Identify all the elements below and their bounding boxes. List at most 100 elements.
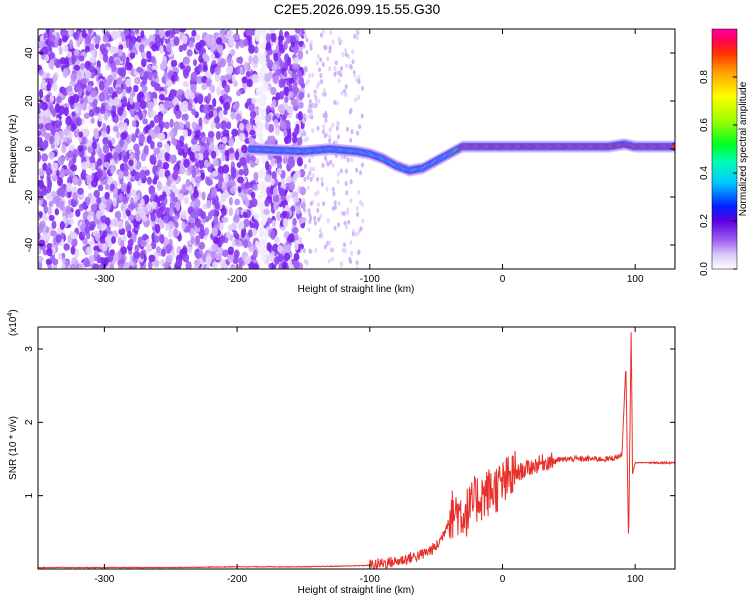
heatmap-noise-cell	[266, 242, 272, 252]
heatmap-noise-cell	[58, 46, 63, 55]
heatmap-noise-cell	[172, 171, 179, 181]
heatmap-noise-cell	[159, 234, 165, 244]
heatmap-noise-cell	[216, 86, 222, 96]
heatmap-noise-cell	[85, 246, 93, 256]
heatmap-noise-cell	[190, 144, 197, 154]
heatmap-noise-cell	[328, 48, 332, 54]
heatmap-noise-cell	[62, 68, 68, 79]
heatmap-noise-cell	[334, 60, 338, 66]
heatmap-noise-cell	[232, 254, 239, 265]
heatmap-noise-cell	[70, 164, 78, 172]
snr-multiplier-close: )	[8, 309, 19, 312]
heatmap-noise-cell	[77, 144, 84, 152]
heatmap-noise-cell	[150, 56, 155, 64]
heatmap-noise-cell	[240, 157, 247, 167]
heatmap-noise-cell	[146, 135, 152, 144]
heatmap-noise-cell	[183, 158, 191, 168]
heatmap-noise-cell	[138, 112, 144, 121]
heatmap-noise-cell	[357, 94, 361, 100]
heatmap-noise-cell	[201, 253, 207, 262]
heatmap-noise-cell	[261, 108, 267, 117]
heatmap-noise-cell	[238, 168, 244, 176]
heatmap-noise-cell	[66, 85, 73, 92]
heatmap-noise-cell	[349, 259, 353, 265]
heatmap-noise-cell	[163, 143, 170, 151]
heatmap-noise-cell	[151, 64, 159, 71]
heatmap-noise-cell	[113, 252, 120, 262]
heatmap-noise-cell	[150, 191, 155, 202]
heatmap-noise-cell	[122, 196, 129, 205]
heatmap-noise-cell	[123, 261, 130, 269]
heatmap-noise-cell	[222, 164, 230, 174]
heatmap-noise-cell	[308, 73, 312, 79]
heatmap-noise-cell	[202, 65, 208, 72]
heatmap-noise-cell	[93, 250, 99, 257]
heatmap-noise-cell	[38, 260, 43, 269]
heatmap-noise-cell	[187, 102, 193, 112]
heatmap-noise-cell	[185, 260, 192, 269]
heatmap-noise-cell	[323, 244, 327, 250]
heatmap-noise-cell	[198, 48, 204, 56]
heatmap-noise-cell	[336, 134, 340, 140]
heatmap-noise-cell	[272, 63, 278, 72]
heatmap-noise-cell	[181, 35, 188, 45]
heatmap-noise-cell	[209, 141, 215, 151]
heatmap-noise-cell	[118, 227, 126, 236]
heatmap-noise-cell	[201, 191, 206, 201]
heatmap-noise-cell	[173, 228, 178, 238]
heatmap-noise-cell	[147, 203, 152, 213]
heatmap-noise-cell	[46, 242, 53, 249]
heatmap-noise-cell	[142, 85, 148, 93]
heatmap-noise-cell	[112, 72, 117, 80]
heatmap-noise-cell	[230, 186, 236, 194]
heatmap-noise-cell	[188, 40, 194, 48]
heatmap-noise-cell	[157, 114, 163, 123]
heatmap-noise-cell	[304, 65, 308, 71]
heatmap-noise-cell	[243, 38, 249, 47]
heatmap-noise-cell	[358, 124, 362, 130]
heatmap-noise-cell	[147, 71, 153, 81]
heatmap-noise-cell	[264, 121, 269, 131]
heatmap-noise-cell	[344, 224, 348, 230]
heatmap-noise-cell	[119, 67, 127, 77]
heatmap-noise-cell	[108, 86, 114, 95]
heatmap-noise-cell	[63, 128, 70, 137]
heatmap-noise-cell	[139, 100, 147, 110]
heatmap-noise-cell	[271, 32, 277, 43]
heatmap-noise-cell	[86, 84, 92, 92]
heatmap-noise-cell	[361, 85, 365, 91]
heatmap-noise-cell	[210, 53, 216, 60]
heatmap-noise-cell	[215, 131, 221, 141]
heatmap-noise-cell	[333, 204, 337, 210]
heatmap-noise-cell	[294, 29, 301, 35]
heatmap-noise-cell	[198, 229, 205, 240]
heatmap-noise-cell	[248, 44, 255, 54]
heatmap-noise-cell	[341, 52, 345, 58]
heatmap-noise-cell	[350, 129, 354, 135]
heatmap-noise-cell	[42, 213, 48, 223]
heatmap-noise-cell	[80, 161, 88, 170]
heatmap-noise-cell	[261, 83, 269, 93]
heatmap-noise-cell	[307, 227, 311, 233]
heatmap-noise-cell	[272, 75, 279, 84]
heatmap-noise-cell	[252, 262, 260, 269]
heatmap-noise-cell	[105, 183, 110, 191]
heatmap-noise-cell	[278, 187, 285, 197]
heatmap-noise-cell	[38, 232, 41, 240]
heatmap-noise-cell	[298, 91, 305, 100]
heatmap-noise-cell	[302, 206, 306, 212]
heatmap-noise-cell	[227, 246, 234, 255]
heatmap-noise-cell	[318, 227, 322, 233]
heatmap-noise-cell	[110, 165, 115, 175]
heatmap-noise-cell	[356, 130, 360, 136]
heatmap-noise-cell	[38, 239, 46, 247]
heatmap-noise-cell	[297, 50, 304, 60]
heatmap-noise-cell	[147, 64, 152, 74]
heatmap-noise-cell	[282, 218, 289, 228]
heatmap-noise-cell	[133, 77, 139, 85]
heatmap-noise-cell	[289, 181, 296, 191]
heatmap-noise-cell	[178, 44, 184, 53]
heatmap-noise-cell	[217, 44, 224, 54]
snr-x-tick-label: -100	[360, 574, 380, 585]
heatmap-x-tick-label: 100	[627, 274, 644, 285]
